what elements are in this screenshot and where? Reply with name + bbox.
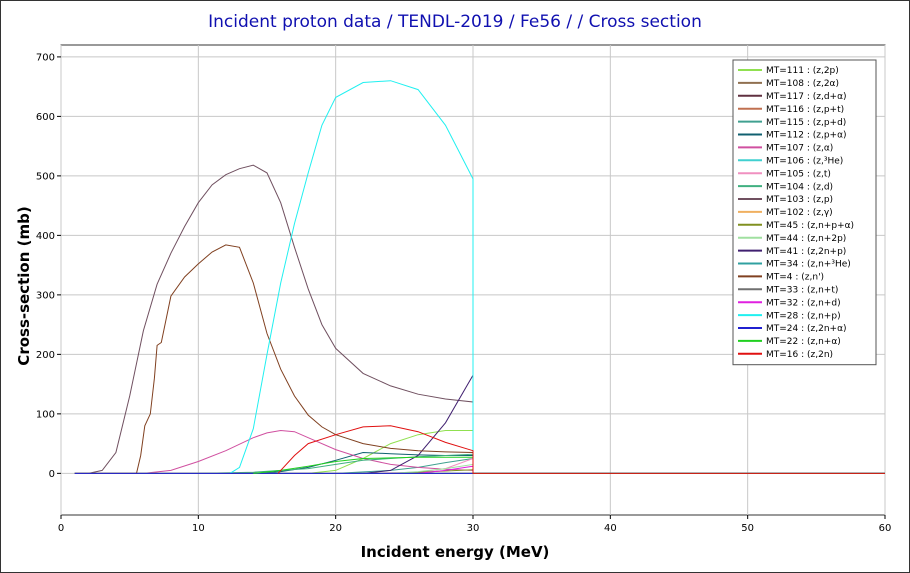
x-tick-label: 20 <box>329 523 342 534</box>
legend-entry: MT=112 : (z,p+α) <box>766 131 847 141</box>
legend-entry: MT=117 : (z,d+α) <box>766 92 847 102</box>
legend-entry: MT=44 : (z,n+2p) <box>766 234 846 244</box>
x-tick-label: 50 <box>741 523 754 534</box>
legend-entry: MT=116 : (z,p+t) <box>766 105 844 115</box>
legend-entry: MT=28 : (z,n+p) <box>766 311 841 321</box>
x-tick-label: 10 <box>192 523 205 534</box>
legend-entry: MT=33 : (z,n+t) <box>766 286 838 296</box>
legend-entry: MT=41 : (z,2n+p) <box>766 247 846 257</box>
y-tick-label: 700 <box>36 52 55 63</box>
y-tick-label: 600 <box>36 112 55 123</box>
x-tick-label: 40 <box>604 523 617 534</box>
x-tick-label: 60 <box>879 523 892 534</box>
y-tick-label: 400 <box>36 231 55 242</box>
legend-entry: MT=45 : (z,n+p+α) <box>766 221 854 231</box>
legend-entry: MT=24 : (z,2n+α) <box>766 324 847 334</box>
legend-entry: MT=22 : (z,n+α) <box>766 337 841 347</box>
series-line <box>74 164 885 474</box>
legend-entry: MT=32 : (z,n+d) <box>766 298 841 308</box>
legend-entry: MT=111 : (z,2p) <box>766 66 839 76</box>
legend-entry: MT=106 : (z,³He) <box>766 157 843 167</box>
legend-entry: MT=102 : (z,γ) <box>766 208 833 218</box>
legend-entry: MT=105 : (z,t) <box>766 169 831 179</box>
y-tick-label: 500 <box>36 171 55 182</box>
legend-entry: MT=108 : (z,2α) <box>766 79 839 89</box>
x-axis-label: Incident energy (MeV) <box>360 543 550 561</box>
x-tick-label: 0 <box>58 523 64 534</box>
y-tick-label: 200 <box>36 350 55 361</box>
y-tick-label: 100 <box>36 409 55 420</box>
legend-entry: MT=104 : (z,d) <box>766 182 833 192</box>
x-tick-label: 30 <box>467 523 480 534</box>
legend-entry: MT=16 : (z,2n) <box>766 350 833 360</box>
series-line <box>74 244 885 474</box>
series-line <box>229 80 885 474</box>
series-line <box>277 425 885 474</box>
legend-entry: MT=115 : (z,p+d) <box>766 118 846 128</box>
y-tick-label: 300 <box>36 290 55 301</box>
legend-entry: MT=107 : (z,α) <box>766 144 833 154</box>
y-tick-label: 0 <box>49 469 55 480</box>
chart-title: Incident proton data / TENDL-2019 / Fe56… <box>208 12 702 32</box>
legend-entry: MT=34 : (z,n+³He) <box>766 260 851 270</box>
legend-entry: MT=103 : (z,p) <box>766 195 833 205</box>
legend-entry: MT=4 : (z,n') <box>766 273 824 283</box>
